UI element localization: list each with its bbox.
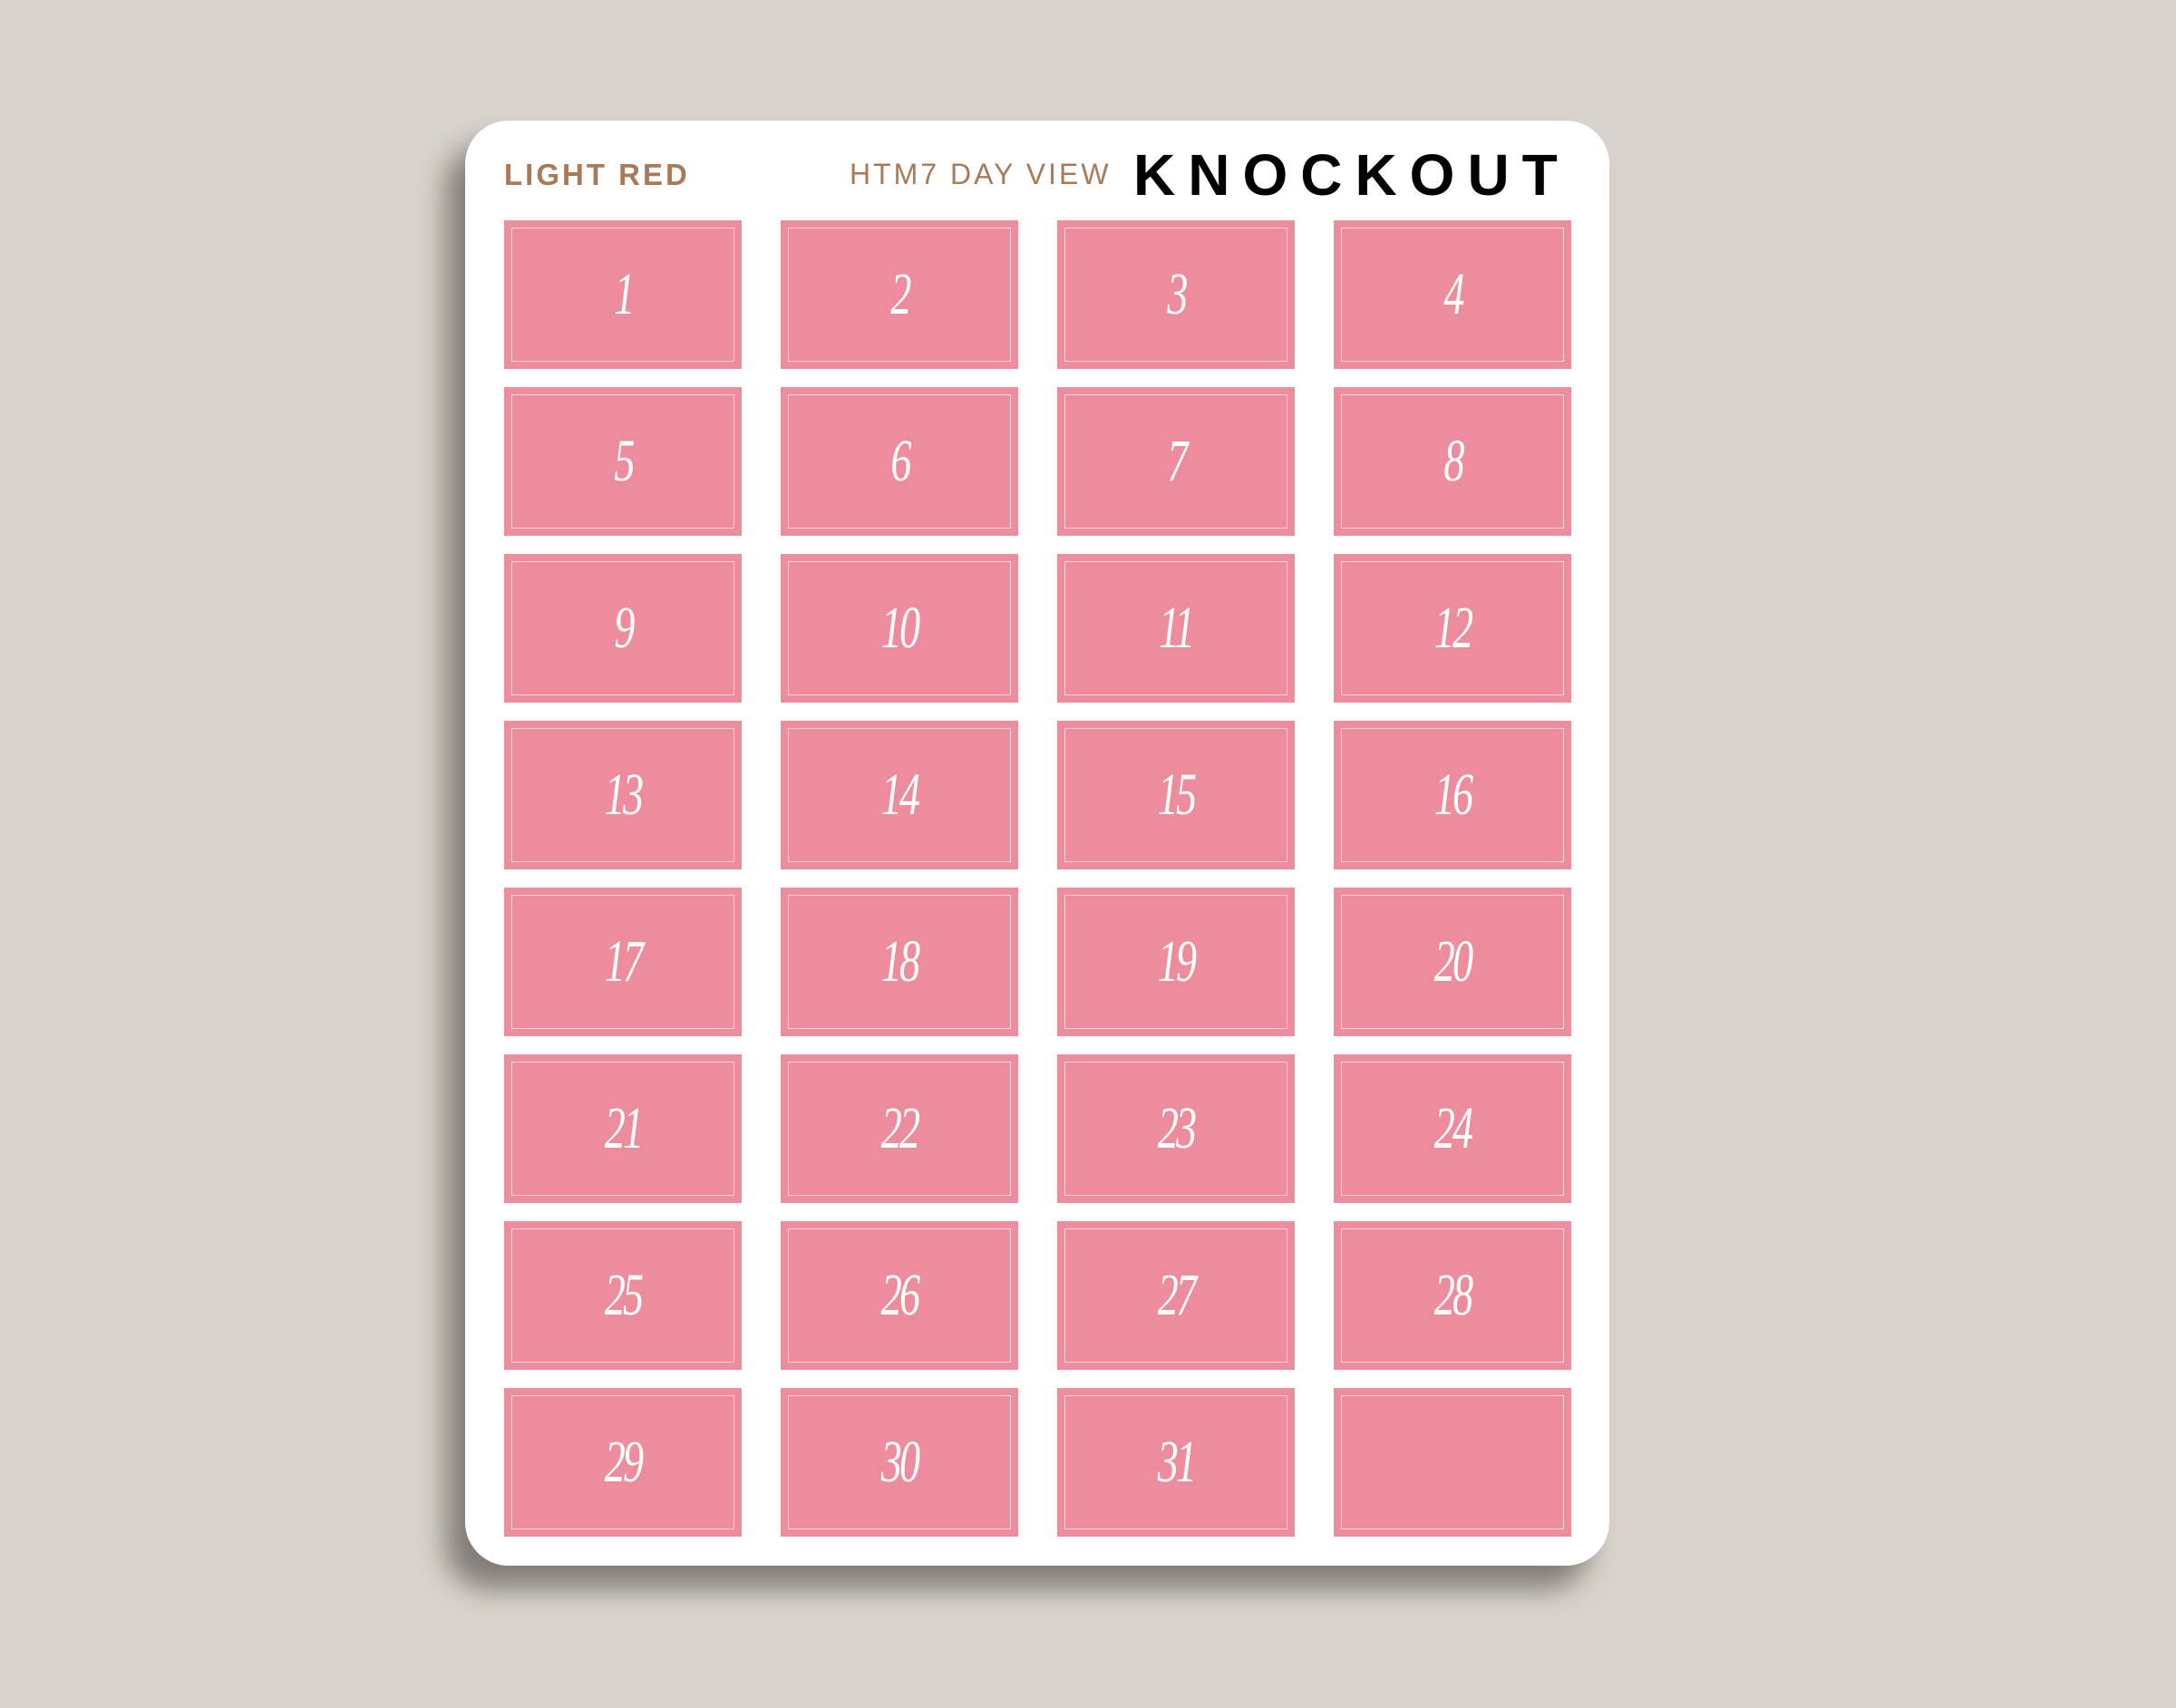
day-sticker: 3 <box>1057 220 1295 369</box>
day-number: 18 <box>880 928 920 995</box>
product-label: HTM7 DAY VIEW <box>850 158 1112 190</box>
day-sticker: 20 <box>1334 888 1571 1036</box>
day-number: 5 <box>613 428 635 494</box>
day-sticker: 28 <box>1334 1221 1571 1370</box>
day-sticker: 15 <box>1057 721 1295 869</box>
day-number: 30 <box>880 1429 920 1495</box>
day-sticker: 19 <box>1057 888 1295 1036</box>
day-number: 9 <box>613 595 635 661</box>
day-number: 21 <box>604 1095 644 1161</box>
day-sticker: 25 <box>504 1221 742 1370</box>
day-number: 16 <box>1433 762 1473 828</box>
day-sticker: 6 <box>781 387 1018 536</box>
day-sticker: 22 <box>781 1054 1018 1203</box>
day-sticker: 31 <box>1057 1388 1295 1537</box>
day-sticker: 7 <box>1057 387 1295 536</box>
day-sticker: 11 <box>1057 554 1295 703</box>
day-number: 17 <box>604 928 644 995</box>
day-number: 26 <box>880 1262 920 1328</box>
day-sticker: 12 <box>1334 554 1571 703</box>
day-number: 10 <box>880 595 920 661</box>
day-number: 25 <box>604 1262 644 1328</box>
day-sticker: 2 <box>781 220 1018 369</box>
style-title: KNOCKOUT <box>1133 142 1570 208</box>
day-number: 11 <box>1159 595 1195 661</box>
day-sticker: 4 <box>1334 220 1571 369</box>
day-sticker: 26 <box>781 1221 1018 1370</box>
day-sticker: 16 <box>1334 721 1571 869</box>
day-number: 3 <box>1166 261 1188 327</box>
day-number: 23 <box>1157 1095 1197 1161</box>
sticker-grid: 1 2 3 4 5 6 7 8 9 10 11 12 13 14 15 16 17 18 19 20 21 22 23 24 2… <box>504 220 1571 1537</box>
day-sticker: 21 <box>504 1054 742 1203</box>
day-sticker: 23 <box>1057 1054 1295 1203</box>
day-sticker: 13 <box>504 721 742 869</box>
day-number: 15 <box>1157 762 1197 828</box>
day-number: 7 <box>1166 428 1188 494</box>
day-sticker <box>1334 1388 1571 1537</box>
day-number: 24 <box>1433 1095 1473 1161</box>
day-sticker: 5 <box>504 387 742 536</box>
day-number: 6 <box>889 428 911 494</box>
day-number: 19 <box>1157 928 1197 995</box>
day-sticker: 10 <box>781 554 1018 703</box>
day-sticker: 27 <box>1057 1221 1295 1370</box>
day-number: 12 <box>1433 595 1473 661</box>
day-number: 20 <box>1433 928 1473 995</box>
day-number: 8 <box>1443 428 1464 494</box>
day-sticker: 9 <box>504 554 742 703</box>
day-sticker: 30 <box>781 1388 1018 1537</box>
day-sticker: 14 <box>781 721 1018 869</box>
day-sticker: 17 <box>504 888 742 1036</box>
day-number: 1 <box>613 261 635 327</box>
day-sticker: 18 <box>781 888 1018 1036</box>
day-number: 28 <box>1433 1262 1473 1328</box>
day-number: 4 <box>1443 261 1464 327</box>
day-sticker: 1 <box>504 220 742 369</box>
day-sticker: 29 <box>504 1388 742 1537</box>
day-number: 31 <box>1157 1429 1197 1495</box>
day-number: 22 <box>880 1095 920 1161</box>
day-number: 14 <box>880 762 920 828</box>
day-number: 13 <box>604 762 644 828</box>
day-number: 27 <box>1157 1262 1197 1328</box>
day-number: 2 <box>889 261 911 327</box>
day-sticker: 8 <box>1334 387 1571 536</box>
day-number: 29 <box>604 1429 644 1495</box>
color-name-label: LIGHT RED <box>504 158 690 191</box>
day-sticker: 24 <box>1334 1054 1571 1203</box>
